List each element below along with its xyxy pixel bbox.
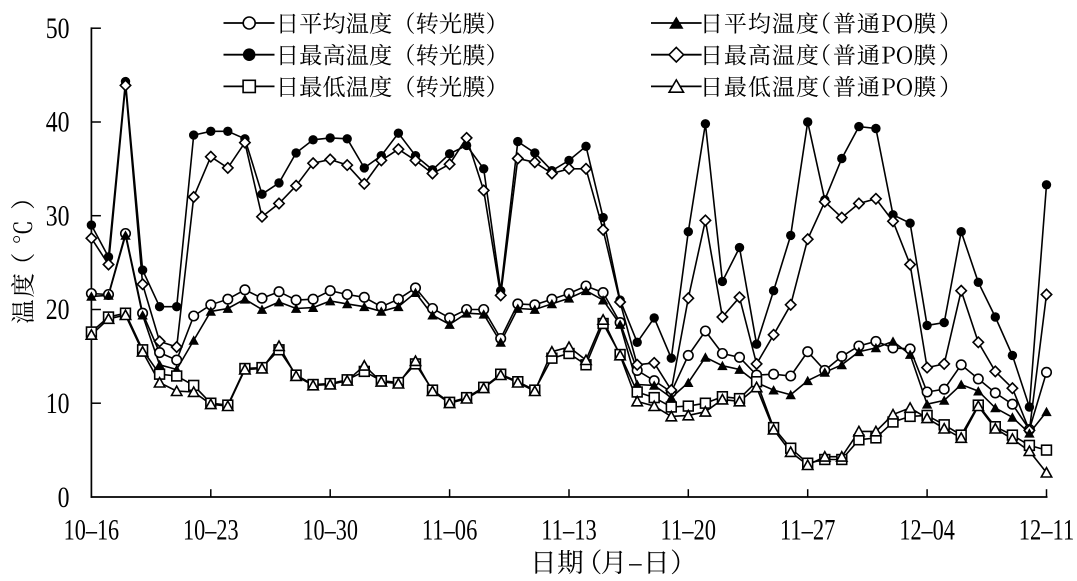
svg-text:11–13: 11–13 bbox=[541, 515, 597, 547]
svg-text:10–23: 10–23 bbox=[183, 515, 239, 547]
svg-text:11–06: 11–06 bbox=[422, 515, 478, 547]
svg-text:11–27: 11–27 bbox=[780, 515, 836, 547]
svg-text:11–20: 11–20 bbox=[661, 515, 717, 547]
svg-text:12–04: 12–04 bbox=[899, 515, 955, 547]
svg-text:20: 20 bbox=[46, 294, 70, 326]
svg-text:12–11: 12–11 bbox=[1019, 515, 1075, 547]
svg-text:50: 50 bbox=[46, 13, 70, 45]
svg-text:10–16: 10–16 bbox=[64, 515, 120, 547]
svg-text:30: 30 bbox=[46, 201, 70, 233]
svg-text:0: 0 bbox=[58, 482, 70, 514]
svg-text:10: 10 bbox=[46, 388, 70, 420]
svg-text:40: 40 bbox=[46, 107, 70, 139]
svg-text:10–30: 10–30 bbox=[302, 515, 358, 547]
